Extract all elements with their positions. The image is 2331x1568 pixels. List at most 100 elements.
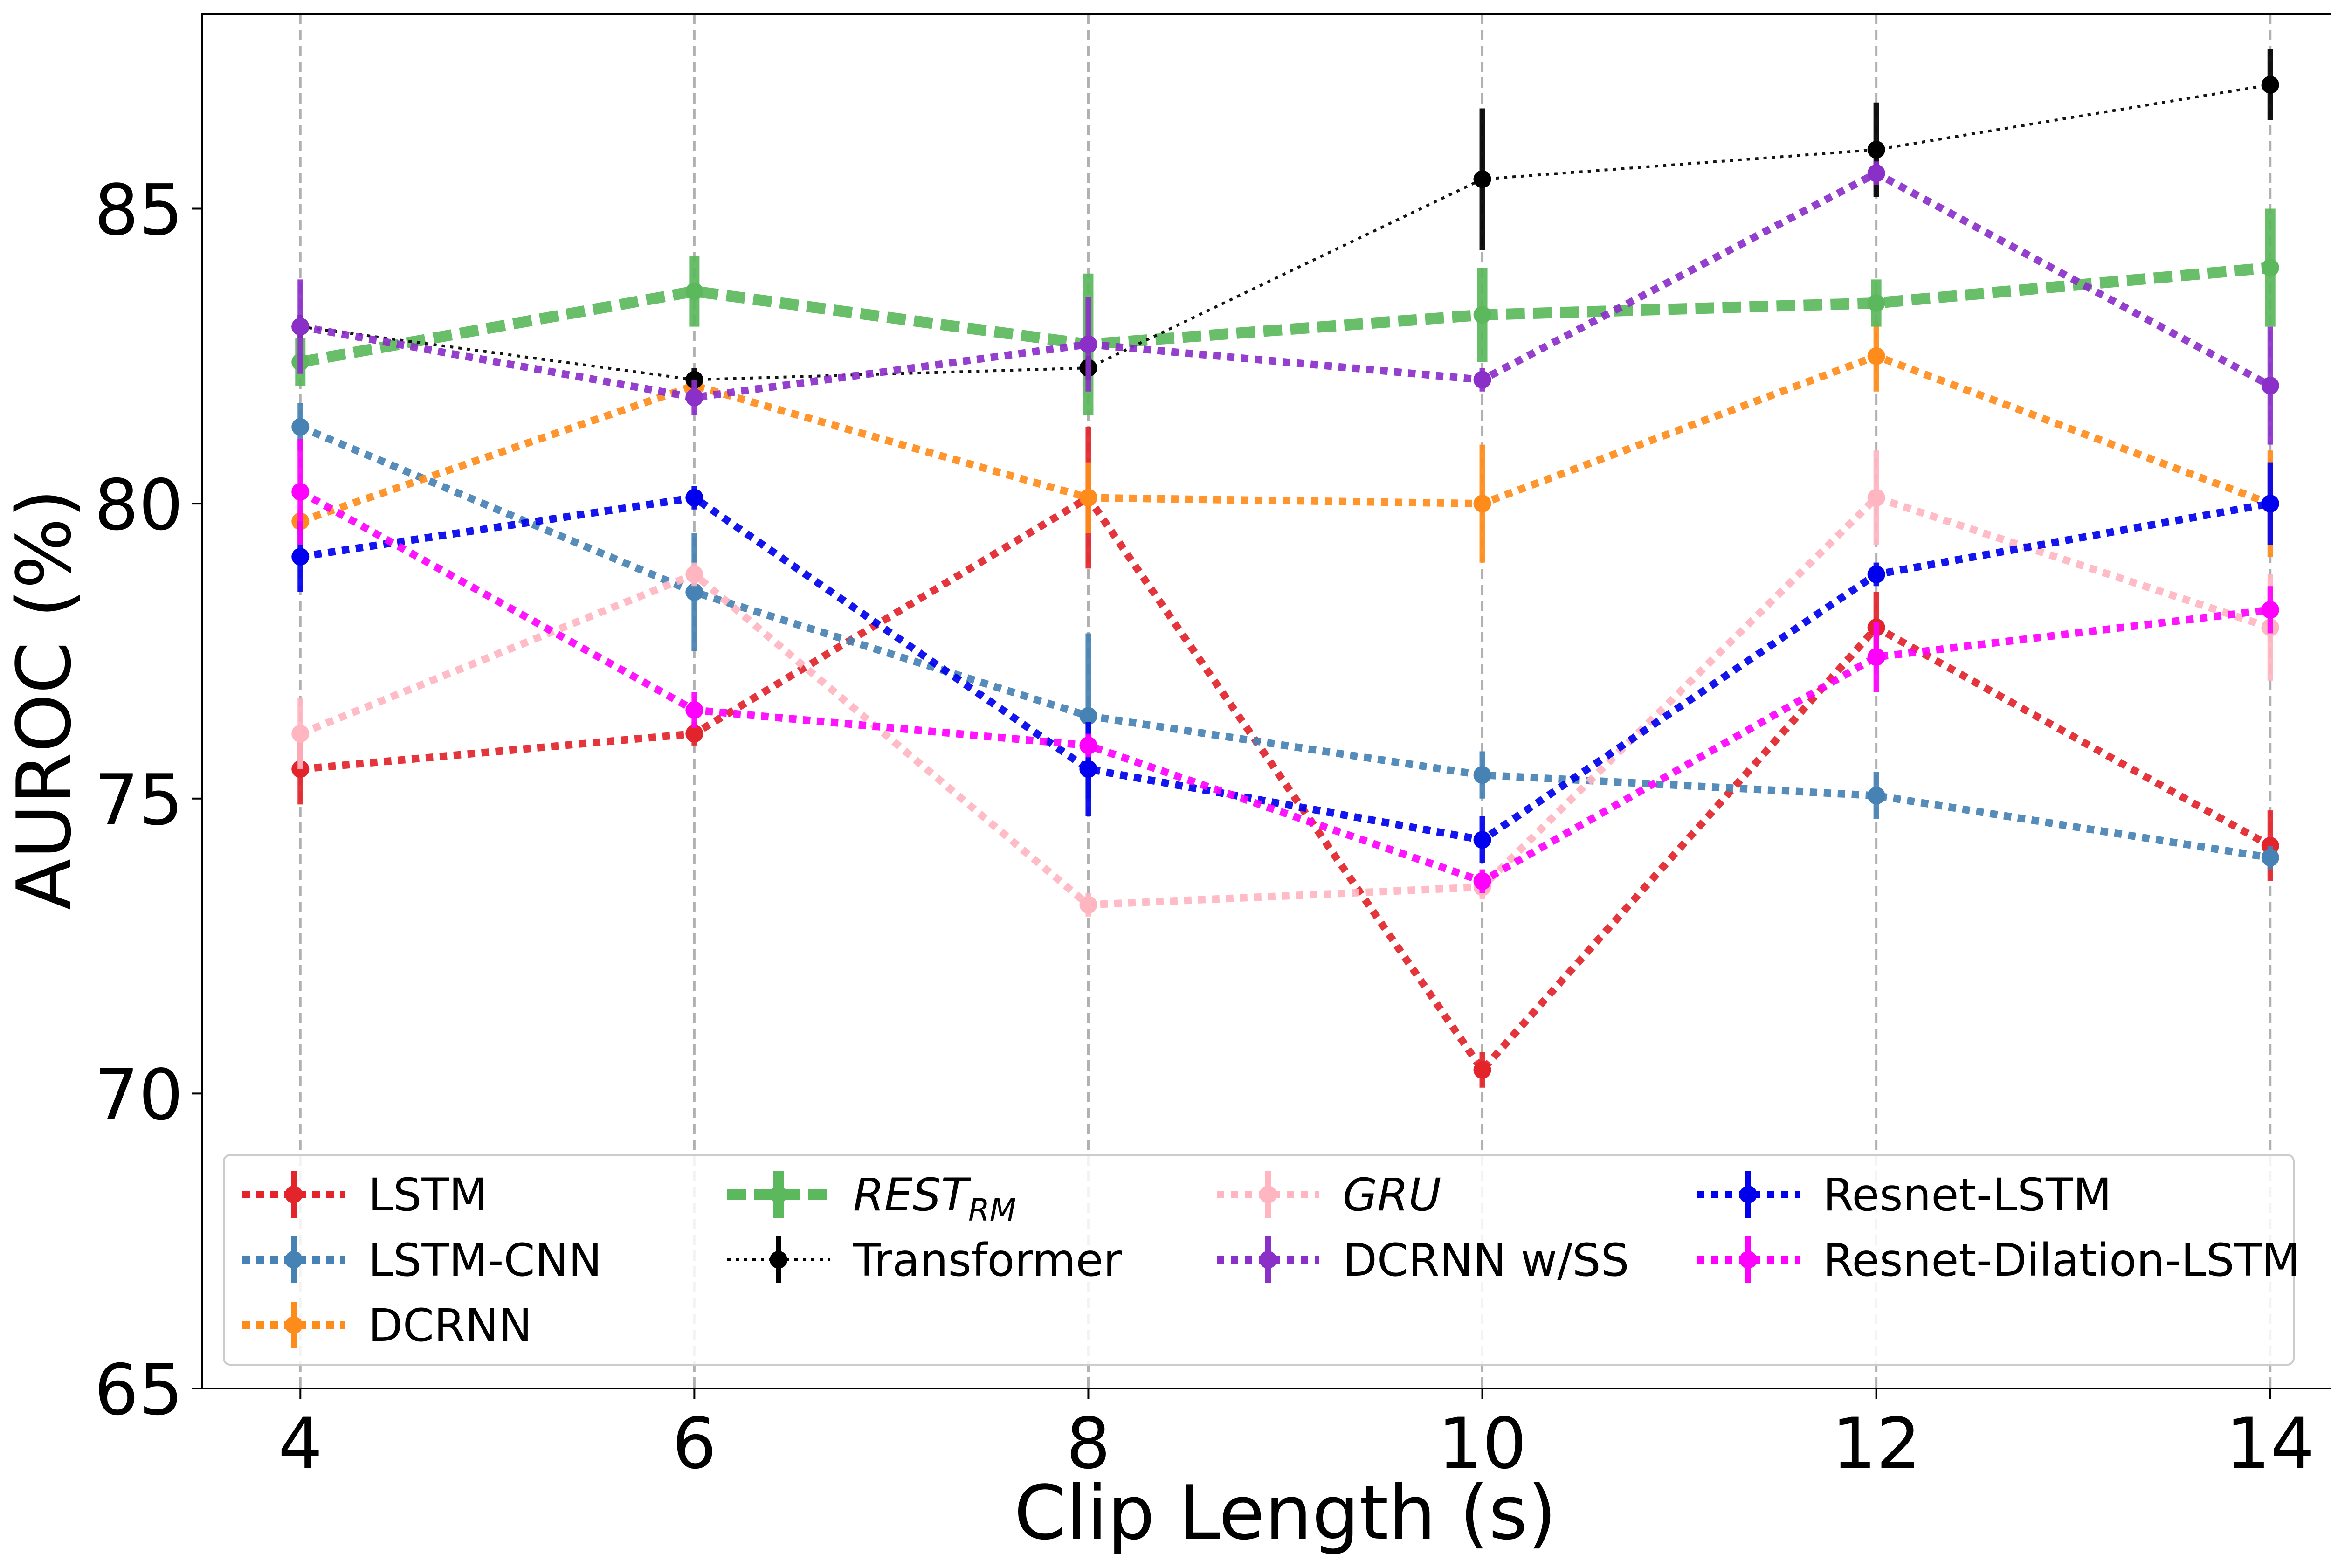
data-point [1867, 648, 1885, 666]
series-lstm [291, 427, 2279, 1088]
y-tick-label: 70 [94, 1055, 183, 1136]
data-point [685, 282, 703, 300]
data-point [1473, 872, 1491, 890]
series-gru [291, 450, 2279, 917]
data-point [1867, 141, 1885, 159]
series-transformer [291, 49, 2279, 392]
data-point [2261, 495, 2279, 513]
data-point [1867, 294, 1885, 312]
legend-swatch-marker [1259, 1251, 1277, 1269]
data-point [1473, 306, 1491, 324]
series-line [299, 169, 2272, 401]
data-point [2261, 377, 2279, 395]
data-point [2261, 76, 2279, 94]
x-tick-label: 12 [1832, 1403, 1921, 1485]
x-tick-label: 6 [672, 1403, 717, 1485]
legend-item: LSTM [242, 1169, 488, 1221]
data-point [685, 565, 703, 583]
legend-item: RESTRM [727, 1169, 1016, 1228]
data-point [291, 418, 310, 436]
legend-label: GRU [1343, 1169, 1441, 1221]
plot-frame [201, 13, 2331, 1389]
data-point [685, 388, 703, 407]
series-line [300, 494, 2271, 844]
data-point [2261, 849, 2279, 867]
data-point [1867, 787, 1885, 805]
legend-label: RESTRM [853, 1169, 1016, 1228]
x-tick-label: 8 [1066, 1403, 1110, 1485]
data-point [685, 583, 703, 601]
series-line [299, 352, 2272, 525]
series-line [300, 492, 2272, 1076]
data-point [1867, 164, 1885, 182]
legend-label: Transformer [853, 1234, 1122, 1286]
series-rest [291, 208, 2279, 415]
series-resnet-dilation-lstm [291, 438, 2279, 893]
legend-item: Resnet-Dilation-LSTM [1697, 1234, 2300, 1286]
y-tick-label: 80 [94, 465, 183, 546]
legend-label: Resnet-LSTM [1823, 1169, 2112, 1221]
legend-swatch-marker [285, 1316, 303, 1334]
legend-item: GRU [1217, 1169, 1441, 1221]
data-point [291, 725, 310, 743]
data-point [1473, 766, 1491, 784]
series-line [299, 423, 2271, 862]
data-point [685, 701, 703, 719]
legend-label: LSTM-CNN [368, 1234, 602, 1286]
x-tick-label: 14 [2226, 1403, 2315, 1485]
legend-swatch-marker [1739, 1251, 1757, 1269]
series-lstm-cnn [291, 403, 2279, 870]
legend-label: Resnet-Dilation-LSTM [1823, 1234, 2300, 1286]
data-point [291, 548, 310, 566]
data-point [1079, 489, 1097, 507]
legend-swatch-marker [1259, 1186, 1277, 1203]
series-line [298, 488, 2271, 885]
legend-item: DCRNN [242, 1299, 532, 1352]
data-point [1079, 707, 1097, 725]
legend-label: DCRNN [368, 1299, 532, 1352]
legend-swatch-marker [770, 1186, 787, 1203]
axis-ticks: 4 6 8 10 12 14 65 70 75 80 85 [94, 170, 2315, 1485]
data-point [1079, 760, 1097, 778]
data-point [1079, 335, 1097, 353]
legend-swatch-marker [285, 1186, 303, 1203]
legend-item: Resnet-LSTM [1697, 1169, 2112, 1221]
data-point [1867, 565, 1885, 583]
legend: LSTM LSTM-CNN DCRNN RESTRM Transformer GRU DCR… [223, 1154, 2300, 1366]
legend-swatch-marker [285, 1251, 303, 1269]
legend-item: DCRNN w/SS [1217, 1234, 1629, 1286]
series-line [299, 262, 2271, 368]
data-point [1473, 495, 1491, 513]
legend-label: DCRNN w/SS [1343, 1234, 1629, 1286]
data-point [1473, 1061, 1491, 1079]
y-tick-label: 65 [94, 1350, 183, 1431]
data-point [685, 489, 703, 507]
series-resnet-lstm [291, 462, 2279, 863]
legend-label: LSTM [368, 1169, 488, 1221]
data-point [1473, 831, 1491, 849]
data-point [1473, 371, 1491, 389]
data-point [1079, 896, 1097, 914]
data-point [685, 725, 703, 743]
legend-swatch-marker [1739, 1186, 1757, 1203]
data-point [291, 483, 310, 501]
series-line [300, 83, 2271, 381]
data-point [2261, 259, 2279, 277]
legend-item: Transformer [727, 1234, 1122, 1286]
x-tick-label: 10 [1438, 1403, 1527, 1485]
data-point [291, 318, 310, 336]
y-axis-label: AUROC (%) [0, 489, 88, 910]
data-point [1079, 736, 1097, 754]
series-dcrnn-w-ss [291, 161, 2279, 445]
data-point [1867, 347, 1885, 365]
x-axis-label: Clip Length (s) [1014, 1469, 1557, 1556]
x-tick-label: 4 [278, 1403, 323, 1485]
legend-swatch-marker [770, 1251, 787, 1269]
series-line [299, 493, 2272, 909]
data-point [1473, 170, 1491, 188]
y-tick-label: 75 [94, 760, 183, 841]
series-layer [291, 49, 2279, 1088]
series-dcrnn [291, 320, 2279, 563]
